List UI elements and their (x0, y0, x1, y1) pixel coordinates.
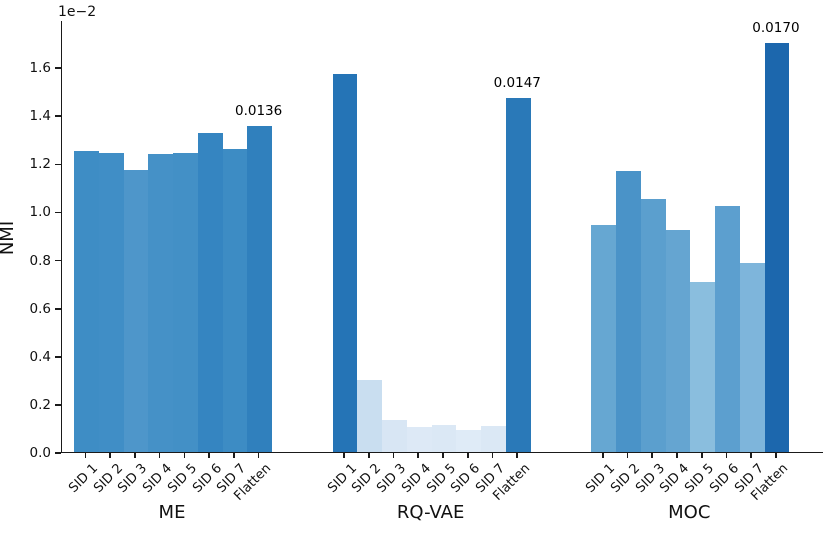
bar-moc-flatten (764, 43, 790, 452)
y-axis-offset-label: 1e−2 (58, 4, 97, 20)
bar-rq-vae-sid-5 (431, 425, 457, 452)
bar-moc-sid-4 (665, 230, 691, 452)
group-label-me: ME (158, 502, 186, 523)
x-tick-mark (700, 453, 703, 458)
bar-moc-sid-3 (640, 199, 666, 452)
y-tick-label: 1.4 (29, 108, 51, 125)
y-tick-mark (55, 452, 61, 454)
bar-rq-vae-sid-6 (456, 430, 482, 452)
y-tick-mark (55, 211, 61, 214)
x-tick-mark (84, 453, 87, 458)
bar-me-sid-5 (173, 153, 198, 452)
x-tick-mark (516, 453, 519, 458)
bar-me-sid-4 (148, 153, 173, 452)
bar-rq-vae-sid-2 (357, 379, 383, 452)
y-tick-label: 1.6 (29, 60, 51, 77)
x-tick-mark (183, 453, 186, 458)
x-tick-mark (109, 453, 111, 458)
x-tick-mark (233, 453, 235, 458)
y-tick-mark (55, 307, 61, 310)
x-tick-mark (442, 453, 444, 458)
y-tick-label: 0.2 (29, 396, 51, 413)
bar-rq-vae-sid-4 (406, 427, 432, 452)
y-tick-label: 1.0 (29, 204, 51, 221)
x-tick-mark (651, 453, 653, 458)
x-tick-mark (257, 453, 260, 458)
y-tick-label: 1.2 (29, 156, 51, 173)
x-tick-mark (775, 453, 777, 458)
bar-me-sid-1 (74, 151, 99, 452)
y-tick-mark (55, 404, 61, 406)
bar-me-sid-3 (123, 170, 149, 452)
bar-moc-sid-2 (616, 171, 641, 452)
bar-value-annotation: 0.0170 (752, 20, 800, 37)
x-tick-mark (392, 453, 395, 458)
bar-me-sid-7 (222, 149, 248, 452)
x-tick-mark (676, 453, 678, 458)
x-tick-mark (343, 453, 345, 458)
y-tick-mark (55, 115, 61, 118)
x-tick-mark (417, 453, 420, 458)
x-tick-mark (725, 453, 728, 458)
bar-value-annotation: 0.0147 (493, 75, 541, 92)
y-tick-mark (55, 355, 61, 358)
bar-rq-vae-sid-7 (481, 425, 506, 452)
group-label-moc: MOC (668, 502, 711, 523)
bar-moc-sid-5 (690, 281, 716, 452)
bar-value-annotation: 0.0136 (235, 102, 283, 119)
y-tick-mark (55, 67, 61, 69)
x-tick-mark (158, 453, 161, 458)
bar-rq-vae-sid-3 (382, 420, 407, 452)
bar-me-sid-2 (98, 152, 124, 452)
x-tick-mark (466, 453, 469, 458)
x-tick-mark (601, 453, 604, 458)
bar-me-sid-6 (197, 133, 223, 452)
x-tick-mark (208, 453, 210, 458)
x-tick-mark (750, 453, 752, 458)
y-tick-mark (55, 163, 61, 166)
x-tick-mark (626, 453, 629, 458)
plot-area (61, 21, 823, 453)
bar-moc-sid-6 (715, 206, 740, 452)
bar-moc-sid-1 (591, 225, 617, 452)
bar-rq-vae-sid-1 (332, 74, 358, 452)
bar-moc-sid-7 (739, 262, 765, 452)
y-tick-label: 0.0 (29, 445, 51, 461)
x-tick-mark (134, 453, 136, 458)
y-tick-mark (55, 259, 61, 262)
bar-rq-vae-flatten (505, 98, 531, 452)
x-tick-mark (491, 453, 494, 458)
y-tick-label: 0.6 (29, 300, 51, 317)
y-tick-label: 0.4 (29, 348, 51, 365)
group-label-rq-vae: RQ-VAE (396, 502, 465, 523)
bar-me-flatten (247, 125, 272, 452)
y-tick-label: 0.8 (29, 252, 51, 269)
x-tick-mark (367, 453, 370, 458)
